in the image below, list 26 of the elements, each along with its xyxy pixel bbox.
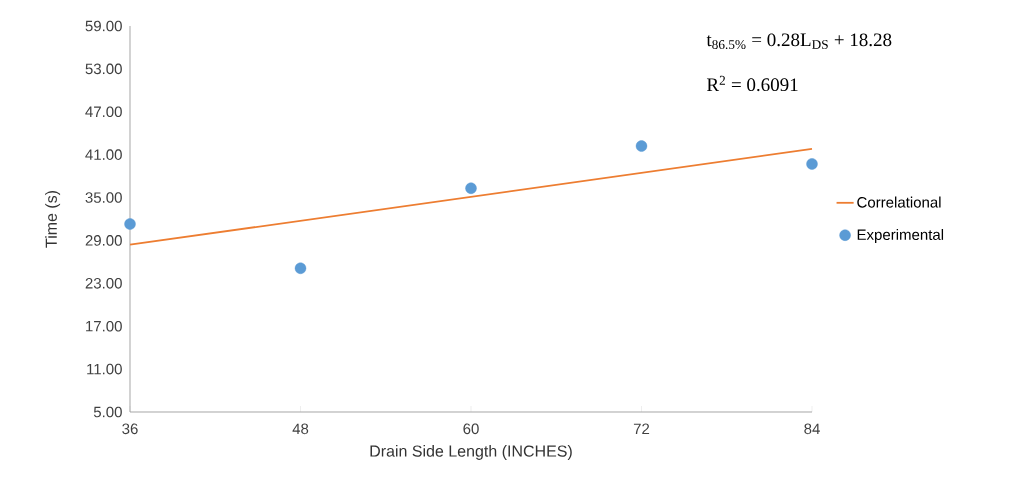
- point: [806, 158, 818, 170]
- point: [635, 140, 648, 152]
- y-tick-label: 11.00: [87, 363, 122, 375]
- annotation: R$^{2}$ = 0.6091: [706, 75, 798, 92]
- x-tick-label: 72: [633, 423, 650, 434]
- y-tick-label: 17.00: [86, 320, 122, 332]
- y-tick-label: 35.00: [85, 192, 122, 203]
- x-tick-label: 36: [122, 423, 138, 435]
- annotation: t$_{86.5%}$ = 0.28L$_{DS}$ + 18.28: [706, 33, 892, 50]
- legend-label: Correlational: [857, 196, 941, 208]
- x-tick-label: 48: [292, 423, 309, 435]
- y-tick-label: 23.00: [85, 278, 122, 289]
- x-tick-label: 60: [463, 423, 479, 435]
- x-tick-label: 84: [804, 423, 820, 435]
- legend-label: Experimental: [857, 228, 944, 243]
- point: [124, 218, 136, 230]
- y-tick-label: 59.00: [85, 20, 122, 32]
- y-tick-label: 29.00: [85, 235, 122, 246]
- y-tick-label: 5.00: [93, 406, 122, 418]
- point: [294, 262, 307, 275]
- y-tick-label: 47.00: [85, 106, 122, 118]
- x-axis-title: Drain Side Length (INCHES): [370, 445, 572, 460]
- y-tick-label: 41.00: [85, 149, 122, 160]
- y-tick-label: 53.00: [85, 63, 122, 75]
- point: [465, 182, 477, 194]
- y-axis-title: Time (s): [45, 190, 61, 248]
